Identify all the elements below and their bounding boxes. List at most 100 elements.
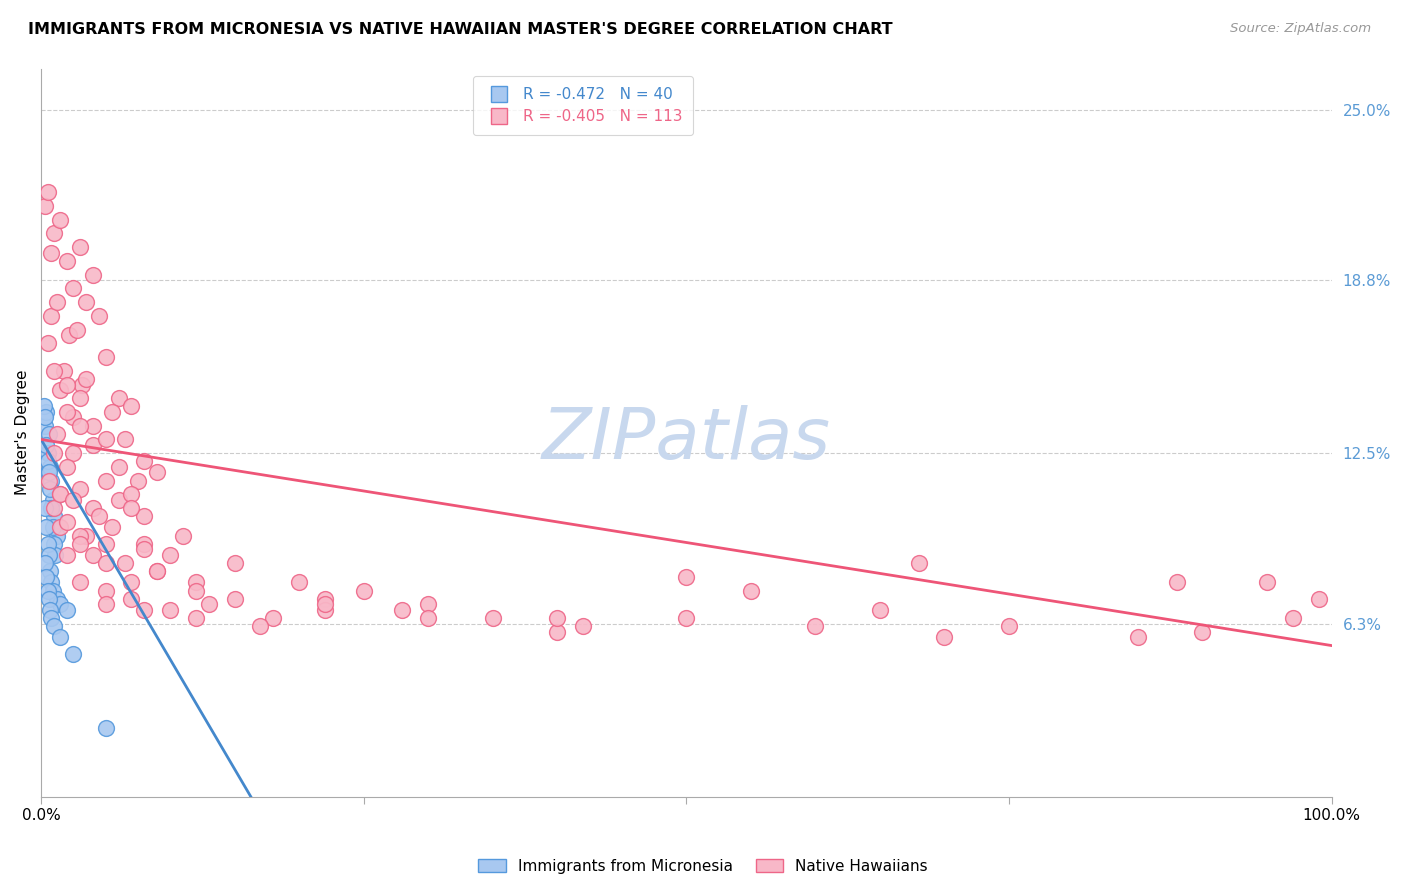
Point [127, 474, 149, 488]
Point [37, 583, 59, 598]
Point [45, 427, 67, 442]
Point [62, 492, 84, 507]
Point [94, 583, 117, 598]
Point [69, 240, 91, 254]
Point [38, 427, 60, 442]
Point [998, 619, 1021, 633]
Point [49, 630, 72, 644]
Point [934, 630, 956, 644]
Point [184, 611, 207, 625]
Point [82, 438, 104, 452]
Point [675, 570, 697, 584]
Point [134, 603, 156, 617]
Point [37, 185, 59, 199]
Point [101, 405, 124, 419]
Point [49, 520, 72, 534]
Point [37, 466, 59, 480]
Point [159, 548, 181, 562]
Point [44, 548, 66, 562]
Point [94, 598, 117, 612]
Point [107, 492, 129, 507]
Point [41, 474, 63, 488]
Point [39, 482, 62, 496]
Point [37, 336, 59, 351]
Point [314, 591, 336, 606]
Point [41, 611, 63, 625]
Point [42, 227, 65, 241]
Point [41, 583, 63, 598]
Point [120, 400, 142, 414]
Point [114, 433, 136, 447]
Point [1256, 575, 1278, 590]
Y-axis label: Master's Degree: Master's Degree [15, 370, 30, 495]
Point [72, 377, 94, 392]
Point [56, 459, 79, 474]
Point [120, 487, 142, 501]
Point [907, 556, 929, 570]
Point [37, 446, 59, 460]
Point [41, 492, 63, 507]
Point [804, 619, 827, 633]
Point [38, 591, 60, 606]
Point [56, 253, 79, 268]
Point [62, 410, 84, 425]
Point [82, 418, 104, 433]
Point [1191, 624, 1213, 639]
Legend: Immigrants from Micronesia, Native Hawaiians: Immigrants from Micronesia, Native Hawai… [472, 853, 934, 880]
Point [35, 438, 58, 452]
Point [184, 575, 207, 590]
Point [69, 418, 91, 433]
Point [546, 624, 568, 639]
Point [66, 322, 89, 336]
Point [69, 391, 91, 405]
Point [224, 591, 246, 606]
Point [120, 591, 142, 606]
Point [42, 509, 65, 524]
Point [481, 611, 503, 625]
Point [391, 603, 413, 617]
Point [75, 528, 97, 542]
Point [42, 446, 65, 460]
Point [94, 433, 117, 447]
Point [134, 542, 156, 557]
Point [94, 537, 117, 551]
Point [42, 364, 65, 378]
Point [198, 598, 221, 612]
Point [82, 548, 104, 562]
Point [107, 391, 129, 405]
Point [49, 598, 72, 612]
Point [114, 556, 136, 570]
Point [62, 647, 84, 661]
Legend: R = -0.472   N = 40, R = -0.405   N = 113: R = -0.472 N = 40, R = -0.405 N = 113 [472, 76, 693, 136]
Point [45, 295, 67, 310]
Point [120, 501, 142, 516]
Point [42, 501, 65, 516]
Point [42, 619, 65, 633]
Point [94, 474, 117, 488]
Point [314, 603, 336, 617]
Point [353, 583, 375, 598]
Point [37, 454, 59, 468]
Point [75, 372, 97, 386]
Point [56, 405, 79, 419]
Point [41, 501, 63, 516]
Point [134, 454, 156, 468]
Point [34, 501, 56, 516]
Point [49, 487, 72, 501]
Point [89, 509, 111, 524]
Point [34, 199, 56, 213]
Point [42, 537, 65, 551]
Point [69, 575, 91, 590]
Point [56, 515, 79, 529]
Point [35, 520, 58, 534]
Point [56, 548, 79, 562]
Point [94, 350, 117, 364]
Point [546, 611, 568, 625]
Point [35, 570, 58, 584]
Point [146, 565, 169, 579]
Point [262, 611, 284, 625]
Point [146, 565, 169, 579]
Point [34, 418, 56, 433]
Point [1308, 591, 1330, 606]
Point [1126, 630, 1149, 644]
